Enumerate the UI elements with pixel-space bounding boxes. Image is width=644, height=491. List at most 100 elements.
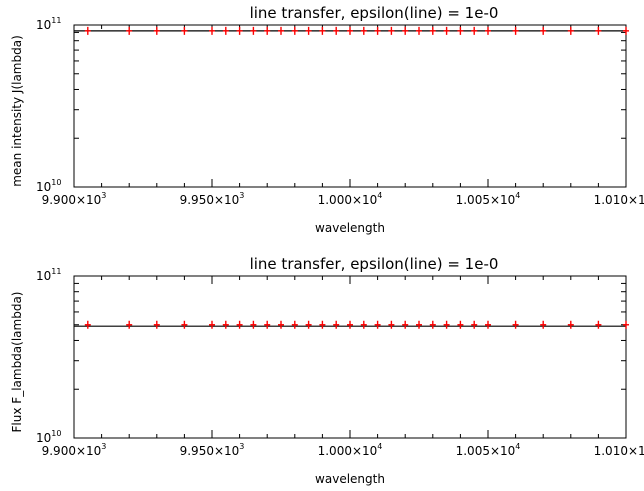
y-tick-mantissa: 10 [36,269,51,283]
data-point-marker [567,320,574,329]
x-tick-label: 1.010×104 [594,442,644,458]
chart-title: line transfer, epsilon(line) = 1e-0 [250,255,499,273]
data-point-marker [485,26,491,35]
data-point-marker [278,320,284,329]
data-point-marker [540,26,547,35]
x-tick-mantissa: 1.010×10 [594,193,644,207]
y-tick-mantissa: 10 [36,18,51,32]
x-tick-exponent: 4 [515,442,520,451]
data-point-marker [623,320,629,329]
data-point-marker [360,26,367,35]
y-tick-exponent: 10 [51,178,61,187]
axis-ticks [73,24,627,188]
y-axis-label: Flux F_lambda(lambda) [10,292,24,433]
data-point-marker [236,320,243,329]
data-point-marker [319,320,326,329]
data-point-marker [278,26,284,35]
y-tick-label: 1010 [36,429,61,445]
plot-frame [73,275,627,439]
x-tick-mantissa: 1.005×10 [456,193,516,207]
flux-panel: line transfer, epsilon(line) = 1e-0 Flux… [10,255,644,486]
data-point-marker [512,320,519,329]
data-point-marker [429,26,436,35]
x-tick-exponent: 3 [239,191,244,200]
data-point-marker [360,320,367,329]
x-tick-label: 9.900×103 [42,191,107,207]
x-axis-label: wavelength [315,472,385,486]
data-point-marker [153,26,160,35]
chart-title: line transfer, epsilon(line) = 1e-0 [250,4,499,22]
data-point-marker [595,320,602,329]
data-point-marker [416,320,422,329]
x-tick-mantissa: 1.005×10 [456,444,516,458]
data-point-marker [485,320,491,329]
data-point-marker [443,26,450,35]
data-point-marker [126,26,133,35]
data-point-marker [416,26,422,35]
intensity-panel: line transfer, epsilon(line) = 1e-0 mean… [10,4,644,235]
data-point-marker [540,320,547,329]
x-tick-label: 9.950×103 [180,442,245,458]
tick-labels: 9.900×103 9.950×103 1.000×104 1.005×104 1.01… [36,16,644,207]
plot-frame [73,24,627,188]
x-tick-label: 1.010×104 [594,191,644,207]
data-point-marker [595,26,602,35]
x-tick-mantissa: 1.010×10 [594,444,644,458]
y-tick-label: 1011 [36,16,61,32]
data-point-marker [236,26,243,35]
data-point-marker [512,26,519,35]
data-point-marker [181,320,188,329]
x-tick-mantissa: 9.900×10 [42,444,102,458]
data-point-marker [402,320,409,329]
data-point-marker [471,26,478,35]
data-point-marker [319,26,326,35]
data-point-marker [305,26,312,35]
data-point-marker [443,320,450,329]
data-point-marker [209,320,215,329]
x-tick-exponent: 3 [101,442,106,451]
data-point-marker [222,320,229,329]
x-tick-exponent: 4 [377,442,382,451]
y-tick-mantissa: 10 [36,431,51,445]
axis-ticks [73,275,627,439]
data-point-marker [209,26,215,35]
data-series [74,320,629,329]
data-point-marker [153,320,160,329]
x-tick-mantissa: 1.000×10 [318,193,378,207]
data-point-marker [623,26,629,35]
data-point-marker [181,26,188,35]
y-tick-exponent: 11 [51,267,61,276]
data-point-marker [429,320,436,329]
data-point-marker [374,320,381,329]
data-point-marker [264,26,271,35]
x-tick-label: 9.950×103 [180,191,245,207]
x-tick-mantissa: 9.950×10 [180,444,240,458]
data-point-marker [333,26,340,35]
y-tick-label: 1010 [36,178,61,194]
y-tick-exponent: 11 [51,16,61,25]
tick-labels: 9.900×103 9.950×103 1.000×104 1.005×104 1.01… [36,267,644,458]
data-point-marker [567,26,574,35]
data-point-marker [471,320,478,329]
x-tick-exponent: 3 [239,442,244,451]
x-axis-label: wavelength [315,221,385,235]
data-point-marker [457,320,464,329]
data-point-marker [250,320,257,329]
data-point-marker [374,26,381,35]
data-point-marker [388,26,395,35]
data-point-marker [291,26,298,35]
x-tick-exponent: 4 [515,191,520,200]
data-point-marker [222,26,229,35]
data-point-marker [347,26,353,35]
x-tick-mantissa: 1.000×10 [318,444,378,458]
y-tick-mantissa: 10 [36,180,51,194]
data-series [74,26,629,35]
x-tick-mantissa: 9.950×10 [180,193,240,207]
data-point-marker [291,320,298,329]
x-tick-label: 1.000×104 [318,442,383,458]
x-tick-exponent: 4 [377,191,382,200]
data-point-marker [84,26,91,35]
x-tick-mantissa: 9.900×10 [42,193,102,207]
x-tick-label: 9.900×103 [42,442,107,458]
data-point-marker [347,320,353,329]
